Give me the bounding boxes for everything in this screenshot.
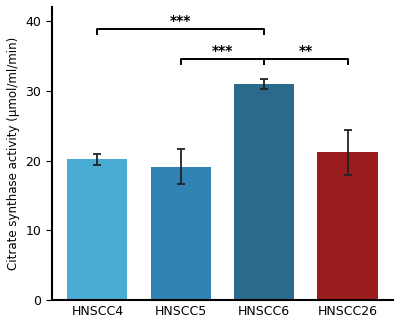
Y-axis label: Citrate synthase activity (μmol/ml/min): Citrate synthase activity (μmol/ml/min): [7, 37, 20, 270]
Bar: [234, 84, 294, 300]
Text: ***: ***: [170, 14, 192, 28]
Bar: [151, 167, 211, 300]
Text: **: **: [299, 44, 313, 58]
Text: ***: ***: [212, 44, 233, 58]
Bar: [318, 152, 378, 300]
Bar: [67, 159, 127, 300]
